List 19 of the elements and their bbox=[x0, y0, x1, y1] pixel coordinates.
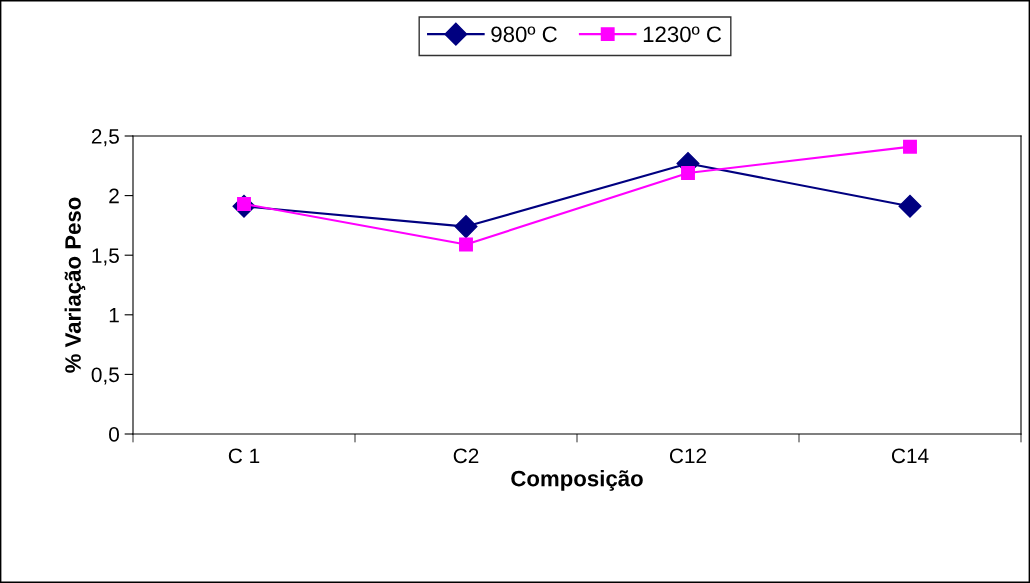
point bbox=[459, 237, 473, 252]
point bbox=[898, 194, 922, 218]
y-tick-label: 1 bbox=[109, 308, 119, 323]
y-tick-label: 1,5 bbox=[92, 248, 119, 266]
legend-label: 980º C bbox=[491, 26, 557, 43]
point bbox=[681, 166, 695, 180]
x-tick-label: C2 bbox=[453, 448, 479, 464]
x-tick-label: C 1 bbox=[228, 448, 260, 464]
y-tick-label: 2 bbox=[109, 188, 119, 204]
y-axis-title: % Variação Peso bbox=[64, 197, 86, 373]
y-tick-label: 0 bbox=[109, 427, 119, 442]
point bbox=[903, 139, 917, 154]
y-tick-label: 0,5 bbox=[91, 367, 119, 385]
x-axis-title: Composição bbox=[511, 470, 643, 491]
legend-label: 1230º C bbox=[643, 26, 722, 43]
point bbox=[454, 215, 478, 239]
x-tick-label: C12 bbox=[669, 448, 707, 464]
x-tick-label: C14 bbox=[891, 448, 929, 464]
y-tick-label: 2,5 bbox=[91, 129, 119, 147]
